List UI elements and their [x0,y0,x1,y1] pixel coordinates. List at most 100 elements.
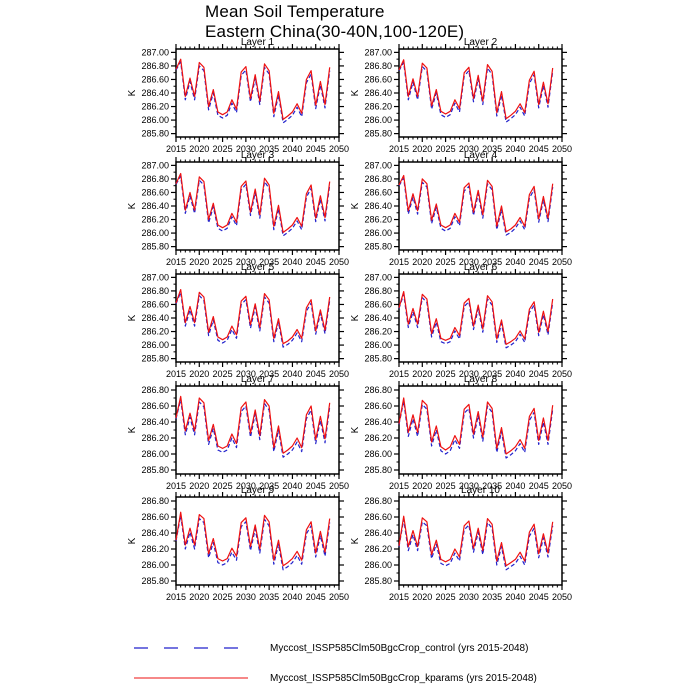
y-tick-label: 286.80 [364,174,392,184]
x-tick-label: 2020 [412,144,432,154]
x-tick-label: 2050 [329,369,349,379]
x-tick-label: 2050 [329,592,349,602]
x-tick-label: 2035 [259,144,279,154]
y-tick-label: 286.40 [141,417,169,427]
y-tick-label: 286.00 [141,228,169,238]
x-tick-label: 2020 [189,481,209,491]
x-tick-label: 2020 [412,257,432,267]
y-tick-label: 286.20 [141,102,169,112]
x-tick-label: 2015 [166,257,186,267]
x-tick-label: 2045 [306,592,326,602]
x-tick-label: 2035 [482,257,502,267]
legend-entry-control: Myccost_ISSP585Clm50BgcCrop_control (yrs… [132,640,528,656]
panel-title: Layer 3 [241,150,275,161]
y-tick-label: 286.00 [141,449,169,459]
y-tick-label: 286.80 [141,61,169,71]
panel-title: Layer 9 [241,485,275,496]
x-tick-label: 2035 [259,592,279,602]
y-tick-label: 286.40 [141,88,169,98]
y-tick-label: 286.00 [364,340,392,350]
x-tick-label: 2045 [529,481,549,491]
x-tick-label: 2035 [482,481,502,491]
y-axis-label: K [350,426,361,433]
legend-label-kparams: Myccost_ISSP585Clm50BgcCrop_kparams (yrs… [270,672,537,684]
y-tick-label: 286.80 [364,496,392,506]
y-axis-label: K [350,537,361,544]
y-tick-label: 286.20 [364,433,392,443]
y-tick-label: 285.80 [364,242,392,252]
x-tick-label: 2015 [166,481,186,491]
y-tick-label: 286.60 [364,187,392,197]
y-tick-label: 286.20 [364,327,392,337]
y-tick-label: 286.60 [364,512,392,522]
y-tick-label: 286.60 [364,74,392,84]
y-tick-label: 286.00 [364,115,392,125]
panel-title: Layer 7 [241,374,275,385]
y-tick-label: 286.20 [364,102,392,112]
y-tick-label: 286.80 [141,174,169,184]
y-tick-label: 286.20 [141,544,169,554]
x-tick-label: 2030 [459,592,479,602]
y-tick-label: 286.80 [364,385,392,395]
x-tick-label: 2035 [259,257,279,267]
x-tick-label: 2045 [529,369,549,379]
panel-title: Layer 6 [464,262,498,273]
x-tick-label: 2015 [166,144,186,154]
y-tick-label: 286.40 [364,313,392,323]
y-tick-label: 285.80 [364,129,392,139]
y-tick-label: 287.00 [364,160,392,170]
line-kparams-layer-3 [175,172,331,233]
x-tick-label: 2050 [329,257,349,267]
x-tick-label: 2030 [459,144,479,154]
x-tick-label: 2045 [306,369,326,379]
x-tick-label: 2035 [482,592,502,602]
panel-layer-6: Layer 6 K 285.80 286.00 286.20 286.40 286.60 28… [350,262,572,379]
panel-layer-3: Layer 3 K 285.80 286.00 286.20 286.40 286.60 28… [127,150,349,267]
y-tick-label: 285.80 [141,576,169,586]
y-tick-label: 285.80 [141,465,169,475]
y-tick-label: 286.00 [364,449,392,459]
y-tick-label: 286.60 [141,187,169,197]
x-tick-label: 2040 [282,144,302,154]
x-tick-label: 2025 [213,481,233,491]
line-kparams-layer-6 [398,291,554,345]
x-tick-label: 2025 [436,592,456,602]
y-tick-label: 286.40 [141,313,169,323]
line-control-layer-7 [175,399,331,458]
panel-title: Layer 10 [461,485,500,496]
x-tick-label: 2025 [213,257,233,267]
panel-layer-2: Layer 2 K 285.80 286.00 286.20 286.40 286.60 28… [350,37,572,154]
y-tick-label: 286.60 [141,74,169,84]
x-tick-label: 2025 [436,257,456,267]
x-tick-label: 2050 [552,481,572,491]
y-tick-label: 287.00 [364,47,392,57]
y-tick-label: 286.60 [141,401,169,411]
x-tick-label: 2045 [306,257,326,267]
x-tick-label: 2025 [436,144,456,154]
x-tick-label: 2035 [259,481,279,491]
line-control-layer-6 [398,293,554,349]
y-tick-label: 286.00 [364,228,392,238]
x-tick-label: 2035 [482,144,502,154]
x-tick-label: 2045 [306,481,326,491]
x-tick-label: 2040 [505,481,525,491]
line-kparams-layer-1 [175,58,331,121]
y-axis-label: K [350,89,361,96]
line-control-layer-3 [175,175,331,237]
x-tick-label: 2015 [166,369,186,379]
x-tick-label: 2040 [505,257,525,267]
y-tick-label: 286.20 [364,544,392,554]
y-tick-label: 286.00 [364,560,392,570]
figure-title-line1: Mean Soil Temperature [205,2,385,21]
line-control-layer-9 [175,514,331,571]
x-tick-label: 2050 [329,144,349,154]
y-tick-label: 287.00 [141,272,169,282]
panel-layer-4: Layer 4 K 285.80 286.00 286.20 286.40 286.60 28… [350,150,572,267]
x-tick-label: 2025 [213,144,233,154]
legend-entry-kparams: Myccost_ISSP585Clm50BgcCrop_kparams (yrs… [132,670,537,686]
y-tick-label: 286.60 [364,299,392,309]
line-control-layer-8 [398,400,554,459]
y-axis-label: K [350,314,361,321]
x-tick-label: 2030 [459,257,479,267]
